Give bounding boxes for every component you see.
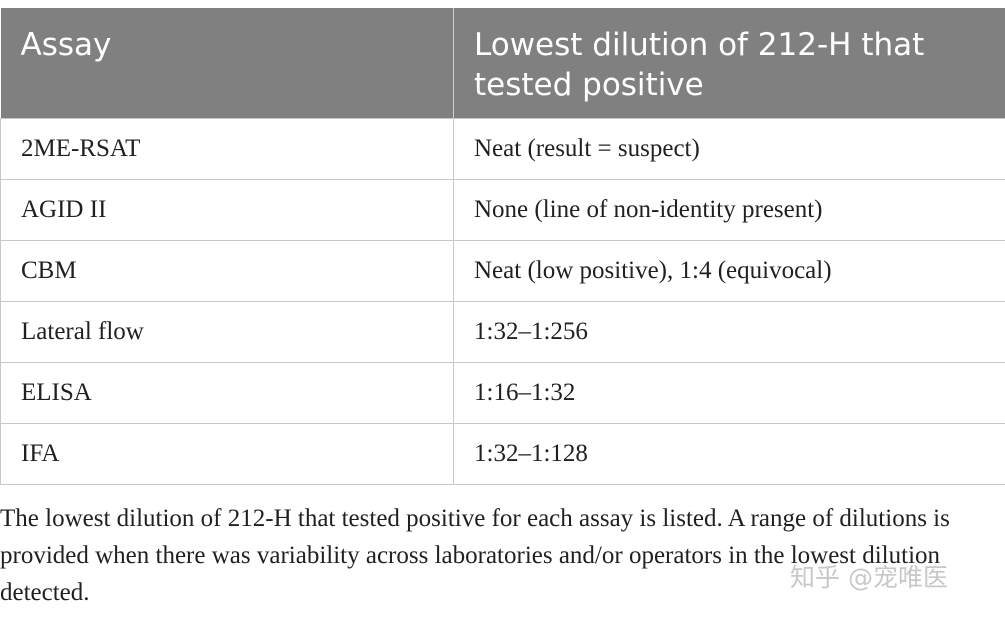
cell-dilution: Neat (low positive), 1:4 (equivocal) [453,240,1005,302]
cell-assay: CBM [0,240,454,302]
cell-assay: Lateral flow [0,301,454,363]
cell-assay: IFA [0,423,454,485]
header-lowest-dilution: Lowest dilution of 212-H that tested pos… [453,8,1005,119]
header-assay: Assay [0,8,454,119]
cell-assay: AGID II [0,179,454,241]
results-table-container: Assay Lowest dilution of 212-H that test… [0,8,1005,485]
cell-dilution: 1:32–1:256 [453,301,1005,363]
cell-assay: 2ME-RSAT [0,118,454,180]
table-row: Lateral flow 1:32–1:256 [0,301,1005,363]
cell-assay: ELISA [0,362,454,424]
table-row: IFA 1:32–1:128 [0,423,1005,485]
table-footnote: The lowest dilution of 212-H that tested… [0,505,950,606]
watermark: 知乎 @宠唯医 [790,563,948,592]
cell-dilution: 1:32–1:128 [453,423,1005,485]
table-row: ELISA 1:16–1:32 [0,362,1005,424]
cell-dilution: 1:16–1:32 [453,362,1005,424]
cell-dilution: Neat (result = suspect) [453,118,1005,180]
assay-dilution-table: Assay Lowest dilution of 212-H that test… [0,8,1005,485]
table-row: 2ME-RSAT Neat (result = suspect) [0,118,1005,180]
table-header-row: Assay Lowest dilution of 212-H that test… [0,8,1005,119]
table-row: CBM Neat (low positive), 1:4 (equivocal) [0,240,1005,302]
cell-dilution: None (line of non-identity present) [453,179,1005,241]
table-row: AGID II None (line of non-identity prese… [0,179,1005,241]
